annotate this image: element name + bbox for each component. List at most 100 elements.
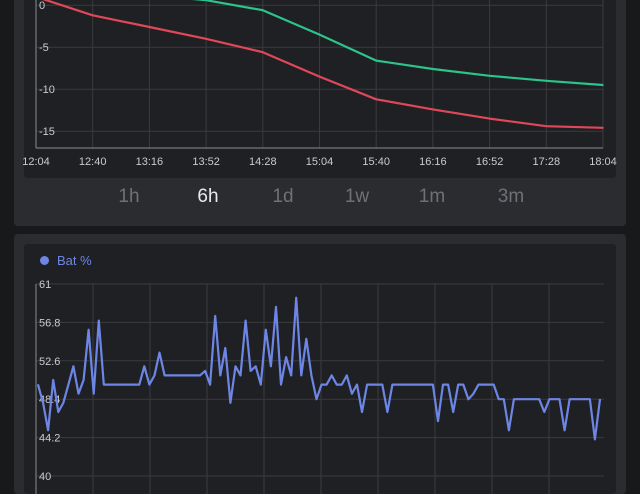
y-tick-label: 61 bbox=[39, 279, 51, 291]
battery-point bbox=[37, 383, 39, 386]
temperature-point bbox=[205, 0, 207, 1]
y-tick-label: -5 bbox=[39, 42, 49, 54]
battery-point bbox=[508, 429, 510, 431]
battery-point bbox=[224, 347, 226, 349]
battery-point bbox=[219, 374, 221, 377]
battery-point bbox=[548, 398, 550, 400]
battery-point bbox=[386, 411, 388, 413]
battery-point bbox=[457, 383, 459, 386]
battery-point bbox=[427, 383, 429, 386]
range-tabs: 1h 6h 1d 1w 1m 3m bbox=[0, 186, 640, 220]
battery-point bbox=[143, 365, 145, 367]
battery-point bbox=[503, 398, 505, 400]
battery-point bbox=[163, 374, 166, 377]
tab-1h[interactable]: 1h bbox=[118, 186, 140, 207]
battery-point bbox=[250, 370, 252, 372]
temperature-point bbox=[262, 51, 264, 54]
battery-point bbox=[57, 411, 59, 413]
battery-point bbox=[356, 383, 358, 386]
x-tick-label: 14:28 bbox=[249, 156, 277, 168]
battery-point bbox=[417, 383, 419, 386]
battery-point bbox=[584, 398, 586, 400]
temperature-point bbox=[545, 80, 548, 82]
x-tick-label: 16:16 bbox=[419, 156, 447, 168]
battery-point bbox=[325, 383, 328, 386]
battery-point bbox=[184, 374, 186, 377]
battery-point bbox=[174, 374, 176, 377]
battery-point bbox=[467, 398, 469, 400]
y-tick-label: 56.8 bbox=[39, 317, 60, 329]
temperature-point bbox=[205, 38, 207, 40]
tab-1m[interactable]: 1m bbox=[418, 186, 446, 207]
battery-point bbox=[98, 319, 100, 322]
temperature-point bbox=[375, 98, 378, 101]
battery-point bbox=[533, 398, 535, 400]
battery-point bbox=[579, 398, 581, 400]
tab-6h[interactable]: 6h bbox=[197, 186, 219, 207]
temperature-point bbox=[432, 68, 434, 70]
temperature-point bbox=[545, 125, 548, 127]
battery-point bbox=[234, 365, 237, 367]
battery-point bbox=[315, 398, 318, 400]
battery-point bbox=[477, 383, 480, 386]
temperature-point bbox=[318, 75, 321, 78]
temperature-point bbox=[318, 33, 321, 36]
battery-point bbox=[371, 383, 373, 386]
y-tick-label: -10 bbox=[39, 84, 55, 96]
battery-point bbox=[488, 383, 490, 386]
tab-3m[interactable]: 3m bbox=[497, 186, 525, 207]
battery-point bbox=[295, 297, 297, 299]
battery-point bbox=[72, 365, 75, 367]
battery-point bbox=[558, 398, 561, 400]
battery-point bbox=[158, 351, 161, 354]
battery-point bbox=[589, 398, 591, 400]
battery-point bbox=[47, 429, 49, 431]
battery-point bbox=[113, 383, 115, 386]
battery-point bbox=[493, 383, 495, 386]
battery-point bbox=[376, 383, 378, 386]
battery-point bbox=[265, 329, 267, 331]
battery-point bbox=[62, 402, 64, 404]
battery-point bbox=[153, 374, 156, 377]
temperature-point bbox=[602, 84, 604, 86]
y-tick-label: 44.2 bbox=[39, 433, 60, 445]
x-tick-label: 15:04 bbox=[306, 156, 334, 168]
y-tick-label: 40 bbox=[39, 471, 51, 483]
tab-1d[interactable]: 1d bbox=[272, 186, 294, 207]
battery-point bbox=[401, 383, 404, 386]
battery-point bbox=[310, 374, 313, 377]
temperature-chart: 12:04 12:40 13:16 13:52 14:28 15:04 15:40 16:16… bbox=[22, 0, 617, 168]
battery-point bbox=[381, 383, 383, 386]
battery-point bbox=[179, 374, 181, 377]
tab-1w[interactable]: 1w bbox=[344, 186, 370, 207]
battery-point bbox=[538, 398, 540, 400]
battery-point bbox=[67, 383, 69, 386]
x-tick-label: 13:16 bbox=[136, 156, 164, 168]
battery-point bbox=[103, 383, 105, 386]
battery-point bbox=[123, 383, 125, 386]
temperature-point bbox=[375, 59, 378, 62]
battery-point bbox=[42, 402, 44, 404]
battery-point bbox=[366, 383, 368, 386]
battery-point bbox=[209, 383, 211, 386]
battery-point bbox=[361, 411, 363, 413]
battery-point bbox=[118, 383, 120, 386]
battery-plot: 61 56.8 52.6 48.4 44.2 40 bbox=[24, 244, 616, 494]
battery-point bbox=[523, 398, 525, 400]
battery-point bbox=[407, 383, 409, 386]
battery-point bbox=[543, 411, 545, 413]
battery-point bbox=[275, 306, 277, 308]
battery-point bbox=[553, 398, 556, 400]
battery-point bbox=[498, 398, 500, 400]
battery-point bbox=[437, 420, 439, 422]
battery-point bbox=[351, 393, 353, 395]
battery-point bbox=[133, 383, 135, 386]
x-tick-label: 12:40 bbox=[79, 156, 107, 168]
battery-point bbox=[128, 383, 130, 386]
legend-label: Bat % bbox=[57, 253, 92, 268]
battery-point bbox=[482, 383, 485, 386]
battery-point bbox=[472, 393, 475, 395]
x-tick-label: 15:40 bbox=[362, 156, 390, 168]
battery-point bbox=[239, 374, 242, 377]
battery-point bbox=[285, 356, 287, 358]
